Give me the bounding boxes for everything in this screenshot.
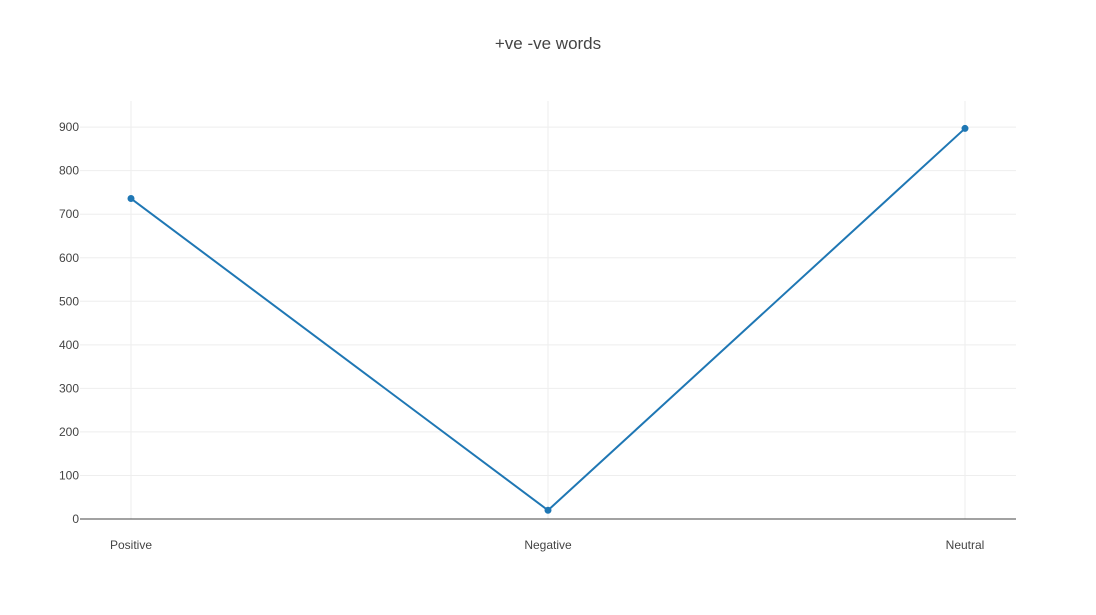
data-point xyxy=(544,506,552,514)
grid-layer xyxy=(80,101,1016,519)
y-tick-label: 700 xyxy=(59,207,79,221)
y-tick-label: 600 xyxy=(59,251,79,265)
y-tick-label: 200 xyxy=(59,425,79,439)
y-tick-label: 0 xyxy=(72,512,79,526)
series-layer xyxy=(127,124,969,514)
y-tick-label: 900 xyxy=(59,120,79,134)
x-tick-label: Positive xyxy=(110,538,152,552)
y-tick-label: 500 xyxy=(59,294,79,308)
y-tick-label: 100 xyxy=(59,468,79,482)
data-point xyxy=(961,124,969,132)
y-tick-label: 400 xyxy=(59,338,79,352)
y-tick-label: 300 xyxy=(59,381,79,395)
label-layer: 0 100 200 300 400 500 600 700 800 900 Positive Nega… xyxy=(59,120,984,552)
y-tick-label: 800 xyxy=(59,164,79,178)
x-tick-label: Neutral xyxy=(946,538,985,552)
data-point xyxy=(127,195,135,203)
x-tick-label: Negative xyxy=(524,538,572,552)
chart-title: +ve -ve words xyxy=(495,34,601,53)
